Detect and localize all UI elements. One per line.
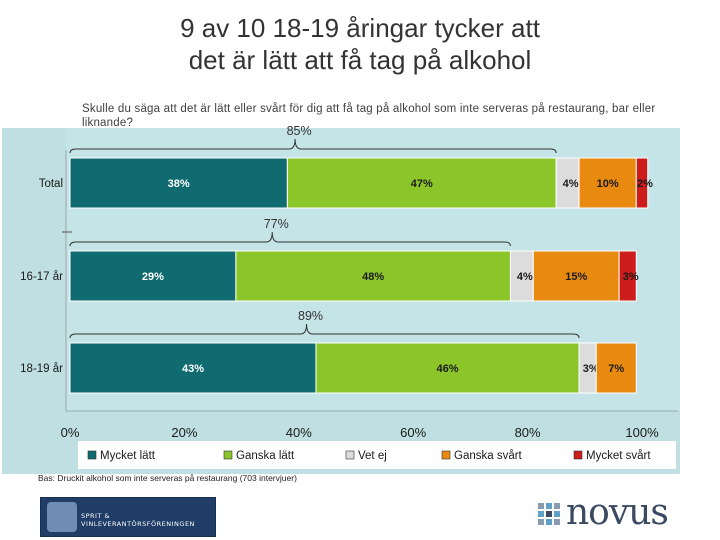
legend-label: Ganska svårt	[454, 450, 523, 462]
sponsor-emblem-icon	[47, 502, 77, 532]
data-label: 38%	[168, 178, 190, 190]
legend-label: Ganska lätt	[236, 450, 295, 462]
category-label: Total	[39, 178, 63, 190]
legend-swatch	[87, 450, 97, 460]
bar-segment	[315, 342, 580, 394]
data-label: 10%	[597, 178, 619, 190]
novus-dots-icon	[538, 503, 562, 527]
legend-swatch	[345, 450, 355, 460]
title-line-1: 9 av 10 18-19 åringar tycker att	[180, 13, 540, 43]
data-label: 2%	[637, 178, 653, 190]
sponsor-logo: SPRIT & VINLEVERANTÖRSFÖRENINGEN	[40, 497, 216, 537]
bar-segment	[69, 157, 288, 209]
bar-segment	[235, 250, 511, 302]
bracket	[69, 138, 557, 154]
x-tick-label: 40%	[286, 425, 312, 440]
data-label: 3%	[583, 363, 599, 375]
slide-title: 9 av 10 18-19 åringar tycker att det är …	[0, 12, 720, 76]
legend-label: Mycket lätt	[100, 450, 156, 462]
novus-logo: novus	[538, 492, 688, 533]
category-label: 16-17 år	[20, 271, 63, 283]
data-label: 7%	[608, 363, 624, 375]
legend-swatch	[223, 450, 233, 460]
bar-segment	[69, 342, 317, 394]
x-tick-label: 60%	[400, 425, 426, 440]
data-label: 3%	[623, 271, 639, 283]
data-label: 4%	[517, 271, 533, 283]
bar-segment	[595, 342, 637, 394]
data-label: 47%	[411, 178, 433, 190]
x-tick-label: 80%	[515, 425, 541, 440]
bracket-total-label: 85%	[287, 124, 312, 138]
data-label: 43%	[182, 363, 204, 375]
bracket-total-label: 89%	[298, 309, 323, 323]
data-label: 4%	[563, 178, 579, 190]
survey-question: Skulle du säga att det är lätt eller svå…	[82, 103, 656, 129]
sponsor-name: SPRIT & VINLEVERANTÖRSFÖRENINGEN	[81, 512, 195, 528]
legend-label: Vet ej	[358, 450, 387, 462]
bracket	[69, 323, 580, 339]
bar-segment	[635, 157, 649, 209]
bracket-total-label: 77%	[264, 217, 289, 231]
bracket	[69, 231, 511, 247]
bar-segment	[618, 250, 637, 302]
data-label: 15%	[565, 271, 587, 283]
data-label: 48%	[362, 271, 384, 283]
base-footnote: Bas: Druckit alkohol som inte serveras p…	[38, 473, 297, 483]
x-tick-label: 100%	[625, 425, 659, 440]
title-line-2: det är lätt att få tag på alkohol	[188, 45, 532, 75]
x-tick-label: 0%	[61, 425, 80, 440]
data-label: 46%	[437, 363, 459, 375]
legend-swatch	[573, 450, 583, 460]
legend-label: Mycket svårt	[586, 450, 651, 462]
data-label: 29%	[142, 271, 164, 283]
novus-wordmark: novus	[566, 492, 669, 533]
x-tick-label: 20%	[171, 425, 197, 440]
legend-swatch	[441, 450, 451, 460]
category-label: 18-19 år	[20, 363, 63, 375]
